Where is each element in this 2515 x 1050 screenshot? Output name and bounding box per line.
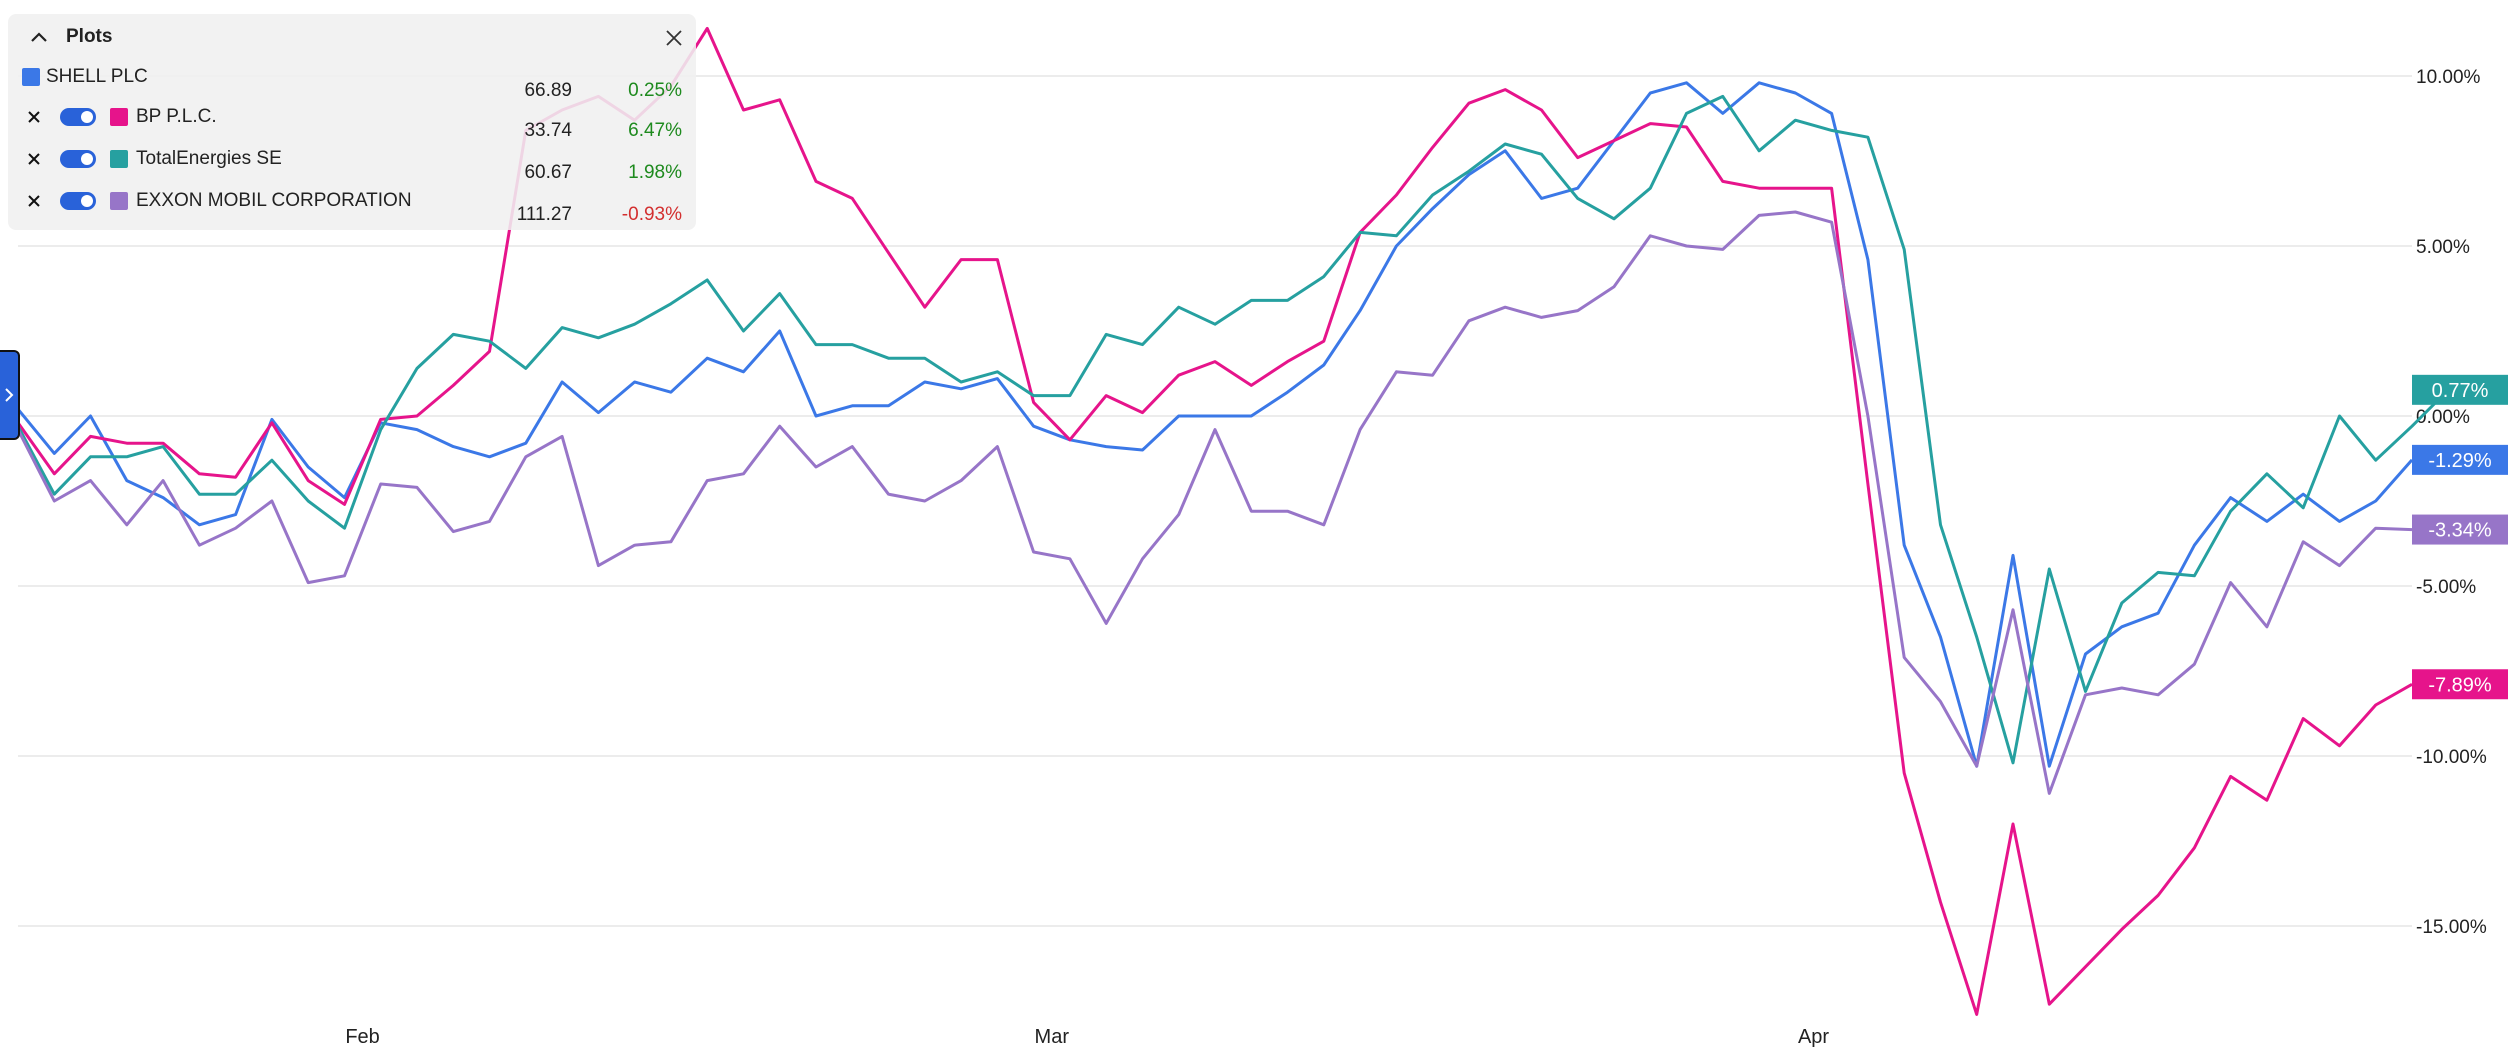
y-tick-label: 5.00%	[2416, 237, 2470, 258]
x-tick-label: Mar	[1035, 1026, 1070, 1048]
series-end-label: -7.89%	[2412, 669, 2508, 700]
expand-panel-tab[interactable]	[0, 350, 20, 440]
series-end-label: -1.29%	[2412, 444, 2508, 475]
end-labels: -1.29% -7.89% 0.77% -3.34%	[2412, 374, 2508, 700]
end-label-text: -1.29%	[2428, 450, 2492, 472]
legend-row-shell: SHELL PLC 66.89 0.25%	[8, 60, 696, 101]
series-visibility-toggle[interactable]	[60, 192, 96, 210]
series-name: BP P.L.C.	[136, 106, 217, 127]
series-price: 111.27	[516, 204, 572, 225]
close-icon[interactable]	[660, 24, 688, 52]
panel-title: Plots	[66, 26, 113, 47]
remove-series-icon[interactable]	[22, 105, 46, 129]
end-label-bg	[2412, 374, 2508, 405]
x-tick-label: Apr	[1798, 1026, 1829, 1048]
end-label-bg	[2412, 669, 2508, 700]
y-tick-label: -15.00%	[2416, 917, 2487, 938]
end-label-text: -3.34%	[2428, 520, 2492, 542]
panel-header[interactable]: Plots	[24, 22, 112, 52]
chevron-right-icon	[5, 388, 14, 402]
series-price: 33.74	[524, 120, 572, 141]
legend-row-exxon: EXXON MOBIL CORPORATION 111.27 -0.93%	[8, 184, 696, 225]
end-label-bg	[2412, 444, 2508, 475]
end-label-bg	[2412, 514, 2508, 545]
series-color-swatch	[110, 192, 128, 210]
series-line	[16, 26, 2413, 1016]
x-axis-ticks: Feb Mar Apr	[345, 1026, 1829, 1048]
y-tick-label: 10.00%	[2416, 67, 2481, 88]
series-visibility-toggle[interactable]	[60, 150, 96, 168]
end-label-text: -7.89%	[2428, 674, 2492, 696]
series-name: EXXON MOBIL CORPORATION	[136, 190, 412, 211]
plots-panel: Plots SHELL PLC 66.89 0.25% BP P.L.C. 33…	[8, 14, 696, 230]
series-change: -0.93%	[621, 204, 682, 225]
series-change: 0.25%	[628, 80, 682, 101]
series-line	[16, 94, 2450, 765]
y-axis-ticks: 10.00% 5.00% 0.00% -5.00% -10.00% -15.00%	[2416, 67, 2487, 938]
series-end-label: -3.34%	[2412, 514, 2508, 545]
y-tick-label: -5.00%	[2416, 577, 2476, 598]
remove-series-icon[interactable]	[22, 147, 46, 171]
x-tick-label: Feb	[345, 1026, 379, 1048]
series-color-swatch	[110, 150, 128, 168]
legend-row-totalenergies: TotalEnergies SE 60.67 1.98%	[8, 142, 696, 183]
series-lines	[16, 26, 2450, 1016]
y-tick-label: -10.00%	[2416, 747, 2487, 768]
series-color-swatch	[22, 68, 40, 86]
series-line	[16, 81, 2414, 768]
series-price: 60.67	[524, 162, 572, 183]
chevron-up-icon[interactable]	[24, 22, 54, 52]
end-label-text: 0.77%	[2432, 380, 2489, 402]
series-name: SHELL PLC	[46, 66, 148, 87]
series-price: 66.89	[524, 80, 572, 101]
series-name: TotalEnergies SE	[136, 148, 282, 169]
series-line	[16, 210, 2413, 795]
remove-series-icon[interactable]	[22, 189, 46, 213]
legend-row-bp: BP P.L.C. 33.74 6.47%	[8, 100, 696, 141]
series-change: 1.98%	[628, 162, 682, 183]
series-change: 6.47%	[628, 120, 682, 141]
series-visibility-toggle[interactable]	[60, 108, 96, 126]
series-end-label: 0.77%	[2412, 374, 2508, 405]
y-tick-label: 0.00%	[2416, 407, 2470, 428]
series-color-swatch	[110, 108, 128, 126]
